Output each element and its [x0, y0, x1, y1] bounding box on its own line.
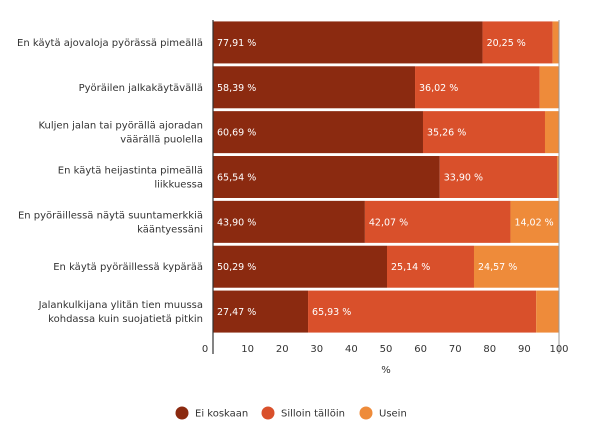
bar-2-3	[422, 111, 545, 154]
bar-3-6	[473, 245, 559, 288]
bar-1-3	[213, 111, 423, 154]
category-label-5-line-1: En pyöräillessä näytä suuntamerkkiä	[18, 210, 203, 221]
bar-2-5	[364, 200, 511, 243]
bar-2-2	[415, 66, 540, 109]
value-label-2-4: 33,90 %	[444, 173, 483, 184]
value-label-2-7: 65,93 %	[312, 307, 351, 318]
value-label-1-2: 58,39 %	[217, 83, 256, 94]
value-label-2-5: 42,07 %	[369, 217, 408, 228]
bar-2-1	[482, 21, 553, 64]
bar-1-6	[213, 245, 388, 288]
value-label-1-7: 27,47 %	[217, 307, 256, 318]
category-label-7-line-1: Jalankulkijana ylitän tien muussa	[38, 300, 203, 311]
x-tick-label-0: 0	[202, 344, 208, 355]
x-tick-label-90: 90	[518, 344, 531, 355]
value-label-3-5: 14,02 %	[514, 217, 553, 228]
bar-3-4	[557, 156, 559, 198]
legend-label-2: Silloin tällöin	[281, 409, 345, 420]
bar-1-1	[213, 21, 483, 64]
value-label-2-3: 35,26 %	[427, 128, 466, 139]
bar-3-1	[552, 21, 559, 64]
bar-1-5	[213, 200, 365, 243]
value-label-2-6: 25,14 %	[391, 262, 430, 273]
bar-3-2	[539, 66, 559, 109]
legend-swatch-1	[175, 406, 189, 420]
bar-1-2	[213, 66, 416, 109]
value-label-1-4: 65,54 %	[217, 173, 256, 184]
bar-3-5	[510, 200, 559, 243]
legend-swatch-3	[359, 406, 373, 420]
category-label-5-line-2: kääntyessäni	[137, 224, 203, 235]
x-tick-label-50: 50	[380, 344, 393, 355]
legend-swatch-2	[261, 406, 275, 420]
value-label-1-5: 43,90 %	[217, 217, 256, 228]
bar-2-6	[387, 245, 474, 288]
bar-1-7	[213, 290, 309, 333]
category-label-4-line-2: liikkuessa	[154, 180, 203, 191]
value-label-3-6: 24,57 %	[478, 262, 517, 273]
category-label-2: Pyöräilen jalkakäytävällä	[79, 83, 203, 94]
value-label-2-2: 36,02 %	[419, 83, 458, 94]
x-tick-label-80: 80	[483, 344, 496, 355]
bar-3-3	[544, 111, 559, 154]
legend-label-3: Usein	[379, 409, 407, 420]
category-label-4-line-1: En käytä heijastinta pimeällä	[58, 166, 203, 177]
value-label-1-3: 60,69 %	[217, 128, 256, 139]
category-label-3-line-1: Kuljen jalan tai pyörällä ajoradan	[38, 121, 203, 132]
bar-1-4	[213, 156, 440, 198]
value-label-2-1: 20,25 %	[487, 38, 526, 49]
legend-label-1: Ei koskaan	[195, 409, 248, 420]
bar-2-4	[439, 156, 558, 198]
value-label-1-6: 50,29 %	[217, 262, 256, 273]
x-tick-label-30: 30	[310, 344, 323, 355]
x-tick-label-40: 40	[345, 344, 358, 355]
category-label-3-line-2: väärällä puolella	[120, 135, 203, 146]
x-tick-label-20: 20	[276, 344, 289, 355]
x-tick-label-60: 60	[414, 344, 427, 355]
x-axis-title: %	[381, 365, 391, 376]
x-tick-label-100: 100	[549, 344, 568, 355]
category-label-1: En käytä ajovaloja pyörässä pimeällä	[17, 38, 203, 49]
bar-2-7	[308, 290, 537, 333]
x-tick-label-70: 70	[449, 344, 462, 355]
category-label-6: En käytä pyöräillessä kypärää	[53, 262, 203, 273]
value-label-1-1: 77,91 %	[217, 38, 256, 49]
bar-3-7	[536, 290, 559, 333]
category-label-7-line-2: kohdassa kuin suojatietä pitkin	[48, 314, 203, 325]
x-tick-label-10: 10	[241, 344, 254, 355]
